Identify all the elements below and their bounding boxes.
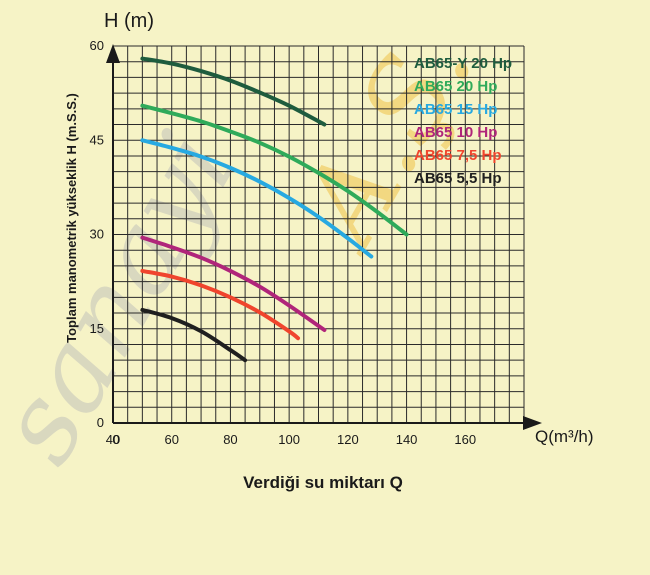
x-tick-label: 60	[164, 432, 178, 447]
series-line-ab65-5-5-hp	[140, 307, 248, 363]
x-tick-label: 100	[278, 432, 300, 447]
series-line-ab65-20-hp	[140, 103, 409, 237]
x-tick-label: 0	[112, 432, 119, 447]
series-line-ab65-y-20-hp	[140, 56, 327, 127]
x-axis-title: Verdiği su miktarı Q	[243, 473, 403, 492]
x-tick-label: 160	[454, 432, 476, 447]
y-axis-unit-label: H (m)	[104, 10, 154, 32]
y-tick-label: 15	[90, 321, 104, 336]
legend-entry-ab65-15-hp: AB65 15 Hp	[414, 101, 497, 118]
chart-grid	[113, 45, 525, 423]
legend-entry-ab65-7-5-hp: AB65 7,5 Hp	[414, 147, 502, 164]
legend-entry-ab65-10-hp: AB65 10 Hp	[414, 124, 497, 141]
y-tick-label: 0	[97, 415, 104, 430]
series-lines	[140, 56, 409, 363]
x-tick-label: 80	[223, 432, 237, 447]
y-axis-title: Toplam manometrik yükseklik H (m.S.S.)	[64, 93, 79, 343]
chart-axes	[106, 44, 542, 430]
legend: AB65-Y 20 Hp AB65 20 Hp AB65 15 Hp AB65 10 …	[414, 55, 512, 187]
series-line-ab65-15-hp	[140, 138, 374, 259]
x-tick-label: 40	[106, 432, 120, 447]
series-line-ab65-7-5-hp	[140, 268, 300, 341]
y-tick-label: 30	[90, 227, 104, 242]
legend-entry-ab65-y-20-hp: AB65-Y 20 Hp	[414, 55, 512, 72]
x-tick-label: 140	[396, 432, 418, 447]
x-axis-arrow	[523, 416, 542, 430]
y-axis-arrow	[106, 44, 120, 63]
series-line-ab65-10-hp	[140, 235, 327, 332]
x-tick-label: 120	[337, 432, 359, 447]
y-tick-label: 45	[90, 132, 104, 147]
y-tick-label: 60	[90, 38, 104, 53]
legend-entry-ab65-5-5-hp: AB65 5,5 Hp	[414, 170, 502, 187]
legend-entry-ab65-20-hp: AB65 20 Hp	[414, 78, 497, 95]
tick-labels: 0 15 30 45 60 040 60 80 100 120 140 160	[90, 38, 477, 447]
x-axis-unit-label: Q(m³/h)	[535, 427, 594, 446]
